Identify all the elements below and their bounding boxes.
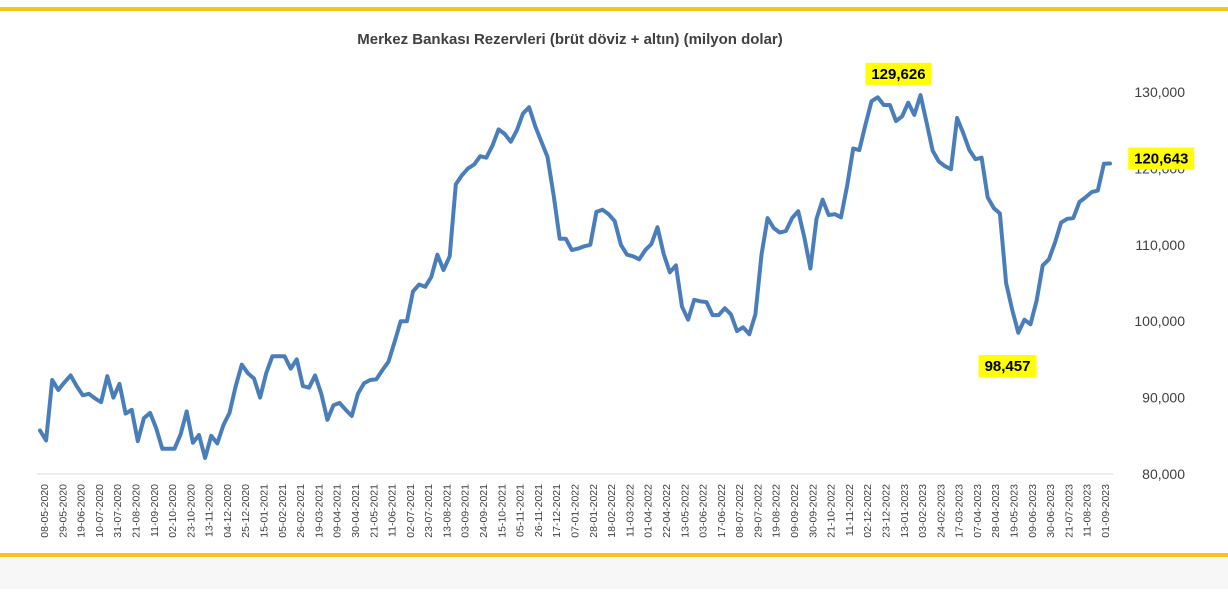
x-tick-label: 03-06-2022 <box>698 484 710 538</box>
x-tick-label: 08-05-2020 <box>39 484 51 538</box>
x-tick-label: 17-12-2021 <box>551 484 563 538</box>
x-tick-label: 25-12-2020 <box>240 484 252 538</box>
x-tick-label: 26-02-2021 <box>295 484 307 538</box>
top-frame-line <box>0 7 1228 11</box>
x-tick-label: 24-02-2023 <box>935 484 947 538</box>
x-tick-label: 21-05-2021 <box>368 484 380 538</box>
x-tick-label: 29-07-2022 <box>752 484 764 538</box>
x-tick-label: 01-09-2023 <box>1100 484 1112 538</box>
annotation-label: 129,626 <box>871 66 925 83</box>
x-tick-label: 11-03-2022 <box>624 484 636 537</box>
series-line-reserves <box>38 93 1112 460</box>
x-tick-label: 30-04-2021 <box>350 484 362 538</box>
x-tick-label: 19-06-2020 <box>76 484 88 538</box>
x-tick-label: 19-05-2023 <box>1009 484 1021 538</box>
x-tick-label: 09-04-2021 <box>332 484 344 538</box>
x-tick-label: 23-10-2020 <box>185 484 197 538</box>
x-tick-label: 15-01-2021 <box>259 484 271 538</box>
x-tick-label: 02-07-2021 <box>405 484 417 538</box>
x-tick-label: 07-01-2022 <box>570 484 582 538</box>
x-tick-label: 11-09-2020 <box>149 484 161 537</box>
x-tick-label: 29-05-2020 <box>57 484 69 538</box>
x-tick-label: 28-04-2023 <box>990 484 1002 538</box>
x-tick-label: 09-06-2023 <box>1027 484 1039 538</box>
data-annotations: 129,626 98,457 120,643 <box>865 62 1195 377</box>
x-tick-label: 04-12-2020 <box>222 484 234 538</box>
annotation-highlight <box>865 62 932 85</box>
x-axis-tick-labels: 08-05-2020 29-05-2020 19-06-2020 10-07-2020… <box>39 484 1112 538</box>
x-tick-label: 11-11-2022 <box>844 484 856 536</box>
x-tick-label: 19-03-2021 <box>313 484 325 538</box>
x-tick-label: 11-06-2021 <box>387 484 399 537</box>
x-tick-label: 22-04-2022 <box>661 484 673 538</box>
x-tick-label: 02-10-2020 <box>167 484 179 538</box>
y-tick-label: 100,000 <box>1134 313 1185 329</box>
x-tick-label: 15-10-2021 <box>496 484 508 538</box>
x-tick-label: 08-07-2022 <box>734 484 746 538</box>
x-tick-label: 09-09-2022 <box>789 484 801 538</box>
y-tick-label: 110,000 <box>1135 237 1185 253</box>
x-tick-label: 31-07-2020 <box>112 484 124 538</box>
bottom-frame-line <box>0 553 1228 557</box>
chart-title: Merkez Bankası Rezervleri (brüt döviz + … <box>357 31 783 48</box>
x-tick-label: 18-02-2022 <box>606 484 618 538</box>
footer-strip <box>0 558 1228 589</box>
x-tick-label: 13-08-2021 <box>441 484 453 538</box>
x-tick-label: 23-12-2022 <box>881 484 893 538</box>
x-tick-label: 17-03-2023 <box>954 484 966 538</box>
x-tick-label: 10-07-2020 <box>94 484 106 538</box>
annotation-highlight <box>1128 147 1195 170</box>
x-tick-label: 13-01-2023 <box>899 484 911 538</box>
x-tick-label: 23-07-2021 <box>423 484 435 538</box>
x-tick-label: 05-11-2021 <box>515 484 527 537</box>
y-tick-label: 90,000 <box>1142 390 1185 406</box>
y-tick-label: 80,000 <box>1142 466 1185 482</box>
annotation-label: 120,643 <box>1134 150 1188 167</box>
x-tick-label: 13-11-2020 <box>204 484 216 537</box>
x-tick-label: 21-10-2022 <box>826 484 838 538</box>
x-tick-label: 01-04-2022 <box>643 484 655 538</box>
x-tick-label: 24-09-2021 <box>478 484 490 538</box>
annotation-label: 98,457 <box>985 358 1031 375</box>
x-tick-label: 02-12-2022 <box>862 484 874 538</box>
y-tick-label: 130,000 <box>1134 84 1185 100</box>
x-tick-label: 30-09-2022 <box>807 484 819 538</box>
x-tick-label: 26-11-2021 <box>533 484 545 537</box>
x-tick-label: 30-06-2023 <box>1045 484 1057 538</box>
x-tick-label: 05-02-2021 <box>277 484 289 538</box>
x-tick-label: 03-02-2023 <box>917 484 929 538</box>
x-tick-label: 21-07-2023 <box>1063 484 1075 538</box>
x-tick-label: 11-08-2023 <box>1082 484 1094 537</box>
x-tick-label: 13-05-2022 <box>679 484 691 538</box>
x-tick-label: 17-06-2022 <box>716 484 728 538</box>
x-tick-label: 28-01-2022 <box>588 484 600 538</box>
x-tick-label: 21-08-2020 <box>131 484 143 538</box>
x-tick-label: 19-08-2022 <box>771 484 783 538</box>
x-tick-label: 03-09-2021 <box>460 484 472 538</box>
x-tick-label: 07-04-2023 <box>972 484 984 538</box>
annotation-highlight <box>978 354 1037 377</box>
